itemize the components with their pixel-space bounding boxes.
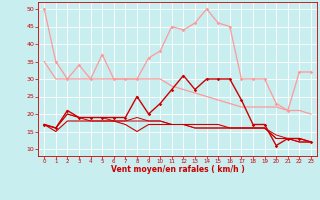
X-axis label: Vent moyen/en rafales ( km/h ): Vent moyen/en rafales ( km/h ) bbox=[111, 165, 244, 174]
